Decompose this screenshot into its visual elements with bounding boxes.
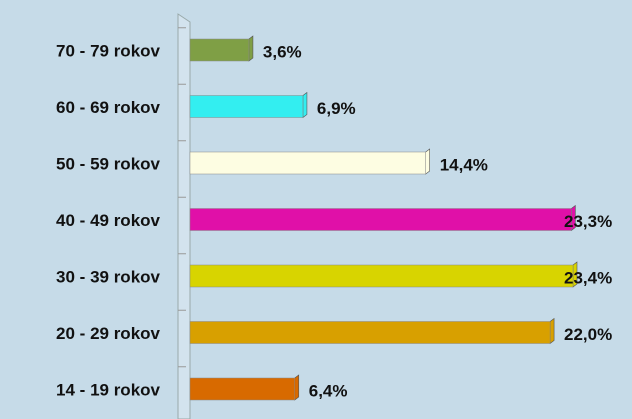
y-tick-label: 70 - 79 rokov [56, 41, 160, 60]
bar-side [425, 148, 430, 175]
axis-wall [177, 13, 191, 419]
data-label: 6,9% [317, 99, 356, 118]
bar [189, 208, 572, 231]
bar-side [294, 374, 300, 401]
bar-side [302, 91, 308, 119]
bar [189, 264, 574, 288]
y-tick-label: 60 - 69 rokov [56, 98, 160, 117]
y-tick-label: 40 - 49 rokov [56, 211, 160, 230]
bar [189, 38, 250, 62]
data-label: 6,4% [309, 381, 348, 400]
bar [189, 377, 296, 401]
bar [189, 151, 426, 175]
y-tick-label: 30 - 39 rokov [56, 267, 160, 286]
data-label: 3,6% [263, 42, 302, 61]
y-tick-label: 50 - 59 rokov [56, 154, 160, 173]
bar [189, 95, 304, 118]
bar [189, 321, 551, 344]
data-label: 23,3% [564, 212, 612, 231]
data-label: 14,4% [440, 155, 488, 174]
data-label: 22,0% [564, 325, 612, 344]
bar-side [549, 317, 555, 345]
bar-side [248, 35, 254, 62]
y-tick-label: 14 - 19 rokov [56, 380, 160, 399]
data-label: 23,4% [564, 268, 612, 287]
y-tick-label: 20 - 29 rokov [56, 324, 160, 343]
